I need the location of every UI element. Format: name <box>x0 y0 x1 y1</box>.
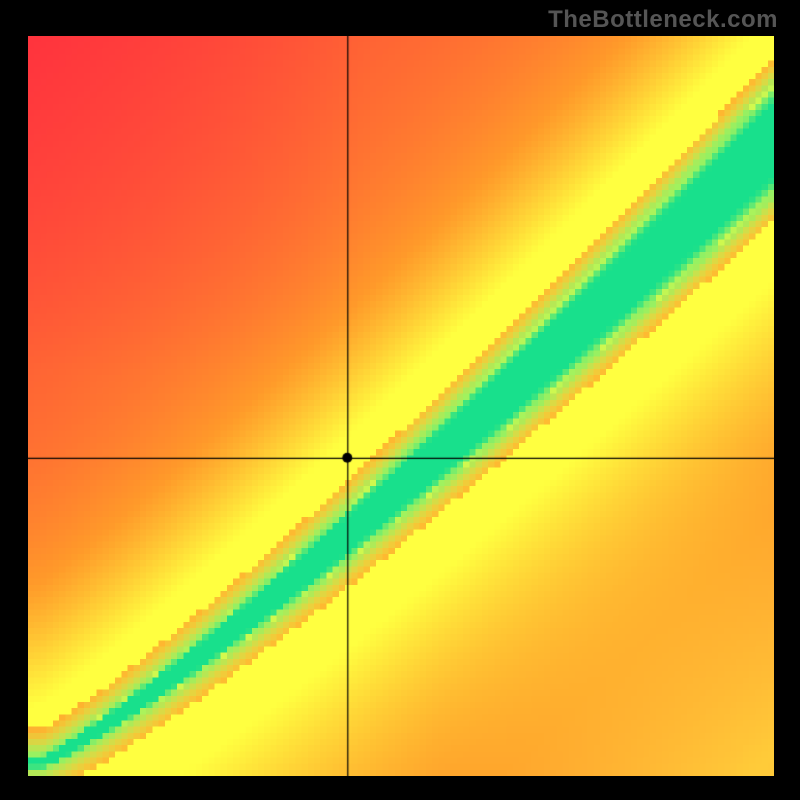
watermark-text: TheBottleneck.com <box>548 6 778 34</box>
crosshair-overlay <box>28 36 774 776</box>
chart-container: { "watermark": { "text": "TheBottleneck.… <box>0 0 800 800</box>
